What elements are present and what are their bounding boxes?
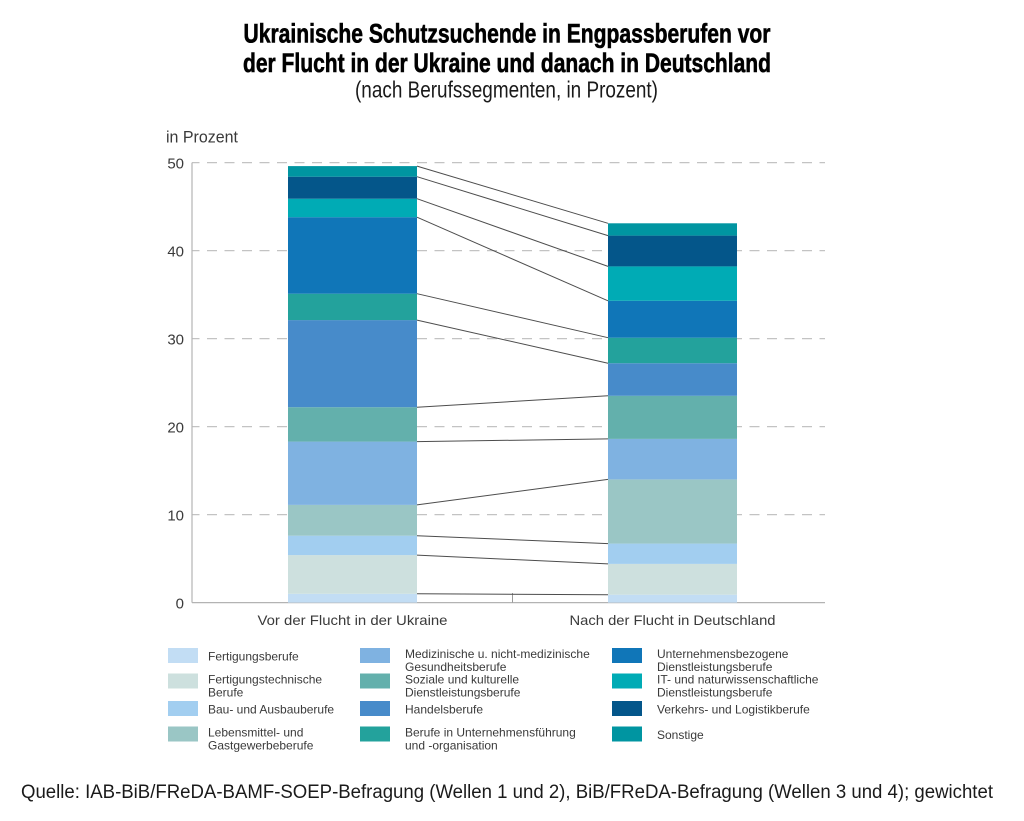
svg-text:Vor der Flucht in der Ukraine: Vor der Flucht in der Ukraine	[258, 612, 448, 628]
svg-text:10: 10	[167, 508, 184, 525]
svg-text:0: 0	[176, 596, 184, 613]
svg-text:Ukrainische Schutzsuchende in: Ukrainische Schutzsuchende in Engpassber…	[244, 19, 771, 49]
svg-text:Medizinische u. nicht-medizini: Medizinische u. nicht-medizinische	[405, 647, 590, 661]
svg-text:Dienstleistungsberufe: Dienstleistungsberufe	[657, 660, 773, 674]
svg-text:Fertigungstechnische: Fertigungstechnische	[208, 673, 322, 687]
svg-text:Dienstleistungsberufe: Dienstleistungsberufe	[405, 686, 521, 700]
svg-text:30: 30	[167, 332, 184, 349]
svg-text:Bau- und Ausbauberufe: Bau- und Ausbauberufe	[208, 703, 334, 717]
svg-text:und -organisation: und -organisation	[405, 739, 498, 753]
svg-text:Nach der Flucht in Deutschland: Nach der Flucht in Deutschland	[570, 612, 776, 628]
svg-text:40: 40	[167, 244, 184, 261]
svg-text:Verkehrs- und Logistikberufe: Verkehrs- und Logistikberufe	[657, 703, 810, 717]
svg-text:Dienstleistungsberufe: Dienstleistungsberufe	[657, 686, 773, 700]
svg-text:Soziale und kulturelle: Soziale und kulturelle	[405, 673, 519, 687]
svg-text:Quelle: IAB-BiB/FReDA-BAMF-SOE: Quelle: IAB-BiB/FReDA-BAMF-SOEP-Befragun…	[21, 782, 994, 803]
svg-text:der Flucht in der Ukraine und: der Flucht in der Ukraine und danach in …	[243, 48, 771, 78]
svg-text:Berufe in Unternehmensführung: Berufe in Unternehmensführung	[405, 726, 576, 740]
svg-text:Lebensmittel- und: Lebensmittel- und	[208, 726, 303, 740]
svg-text:Sonstige: Sonstige	[657, 728, 704, 742]
svg-text:Gesundheitsberufe: Gesundheitsberufe	[405, 660, 507, 674]
svg-text:Unternehmensbezogene: Unternehmensbezogene	[657, 647, 789, 661]
svg-text:Fertigungsberufe: Fertigungsberufe	[208, 650, 299, 664]
svg-text:Gastgewerbeberufe: Gastgewerbeberufe	[208, 739, 314, 753]
svg-text:in Prozent: in Prozent	[166, 128, 238, 147]
svg-text:50: 50	[167, 156, 184, 173]
svg-text:IT- und naturwissenschaftliche: IT- und naturwissenschaftliche	[657, 673, 819, 687]
svg-text:Handelsberufe: Handelsberufe	[405, 703, 483, 717]
svg-text:Berufe: Berufe	[208, 686, 244, 700]
svg-text:(nach Berufssegmenten, in Proz: (nach Berufssegmenten, in Prozent)	[355, 77, 658, 103]
svg-text:20: 20	[167, 420, 184, 437]
